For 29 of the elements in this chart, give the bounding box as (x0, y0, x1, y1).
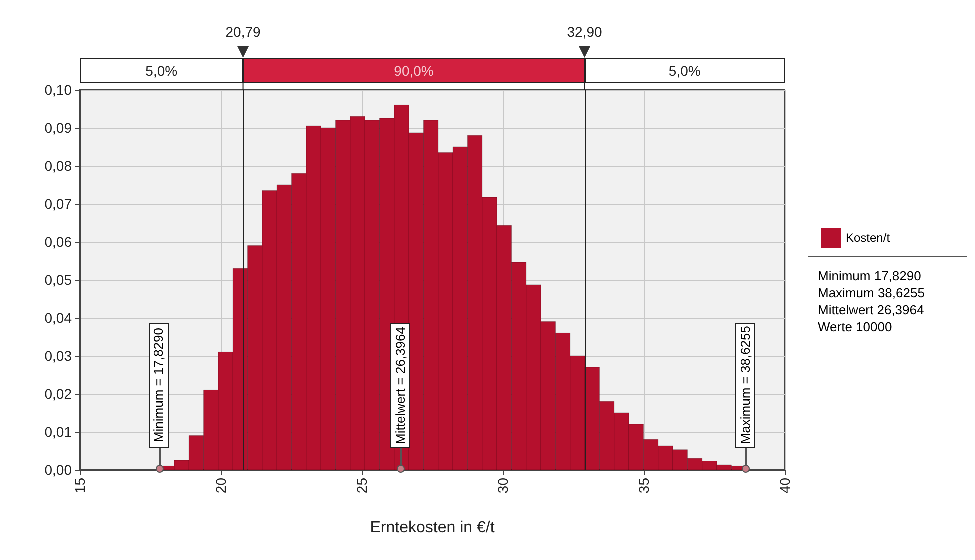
y-tick-label: 0,10 (44, 82, 72, 98)
annotation: Minimum = 17,8290 (151, 328, 166, 443)
y-tick-label: 0,01 (44, 424, 72, 440)
x-axis-title: Erntekosten in €/t (370, 520, 496, 536)
x-tick-label: 20 (213, 478, 229, 494)
x-tick-label: 30 (495, 478, 511, 494)
text: Werte 10000 (818, 320, 892, 334)
y-tick-label: 0,06 (44, 234, 72, 250)
x-tick-label: 15 (72, 478, 88, 494)
percentile-strip: 5,0% 90,0% 5,0% (80, 58, 785, 83)
x-tick-label: 25 (354, 478, 370, 494)
y-tick-label: 0,02 (44, 386, 72, 402)
y-tick-label: 0,08 (44, 158, 72, 174)
ref-line-label: 32,90 (567, 24, 603, 40)
text: Mittelwert 26,3964 (818, 302, 924, 318)
y-tick-label: 0,07 (44, 196, 72, 212)
annotation: Mittelwert = 26,3964 (392, 326, 408, 444)
text: Minimum 17,8290 (818, 268, 922, 284)
y-tick-label: 0,00 (44, 462, 72, 478)
y-tick-label: 0,05 (44, 272, 72, 288)
annotation: Maximum = 38,6255 (738, 326, 753, 445)
y-tick-label: 0,03 (44, 348, 72, 364)
legend-label: Kosten/t (846, 231, 891, 245)
y-tick-label: 0,09 (44, 120, 72, 136)
x-tick-label: 40 (777, 478, 793, 494)
x-tick-label: 35 (636, 478, 652, 494)
y-tick-label: 0,04 (44, 310, 72, 326)
text: Maximum 38,6255 (818, 286, 925, 300)
ref-line-label: 20,79 (226, 24, 262, 40)
